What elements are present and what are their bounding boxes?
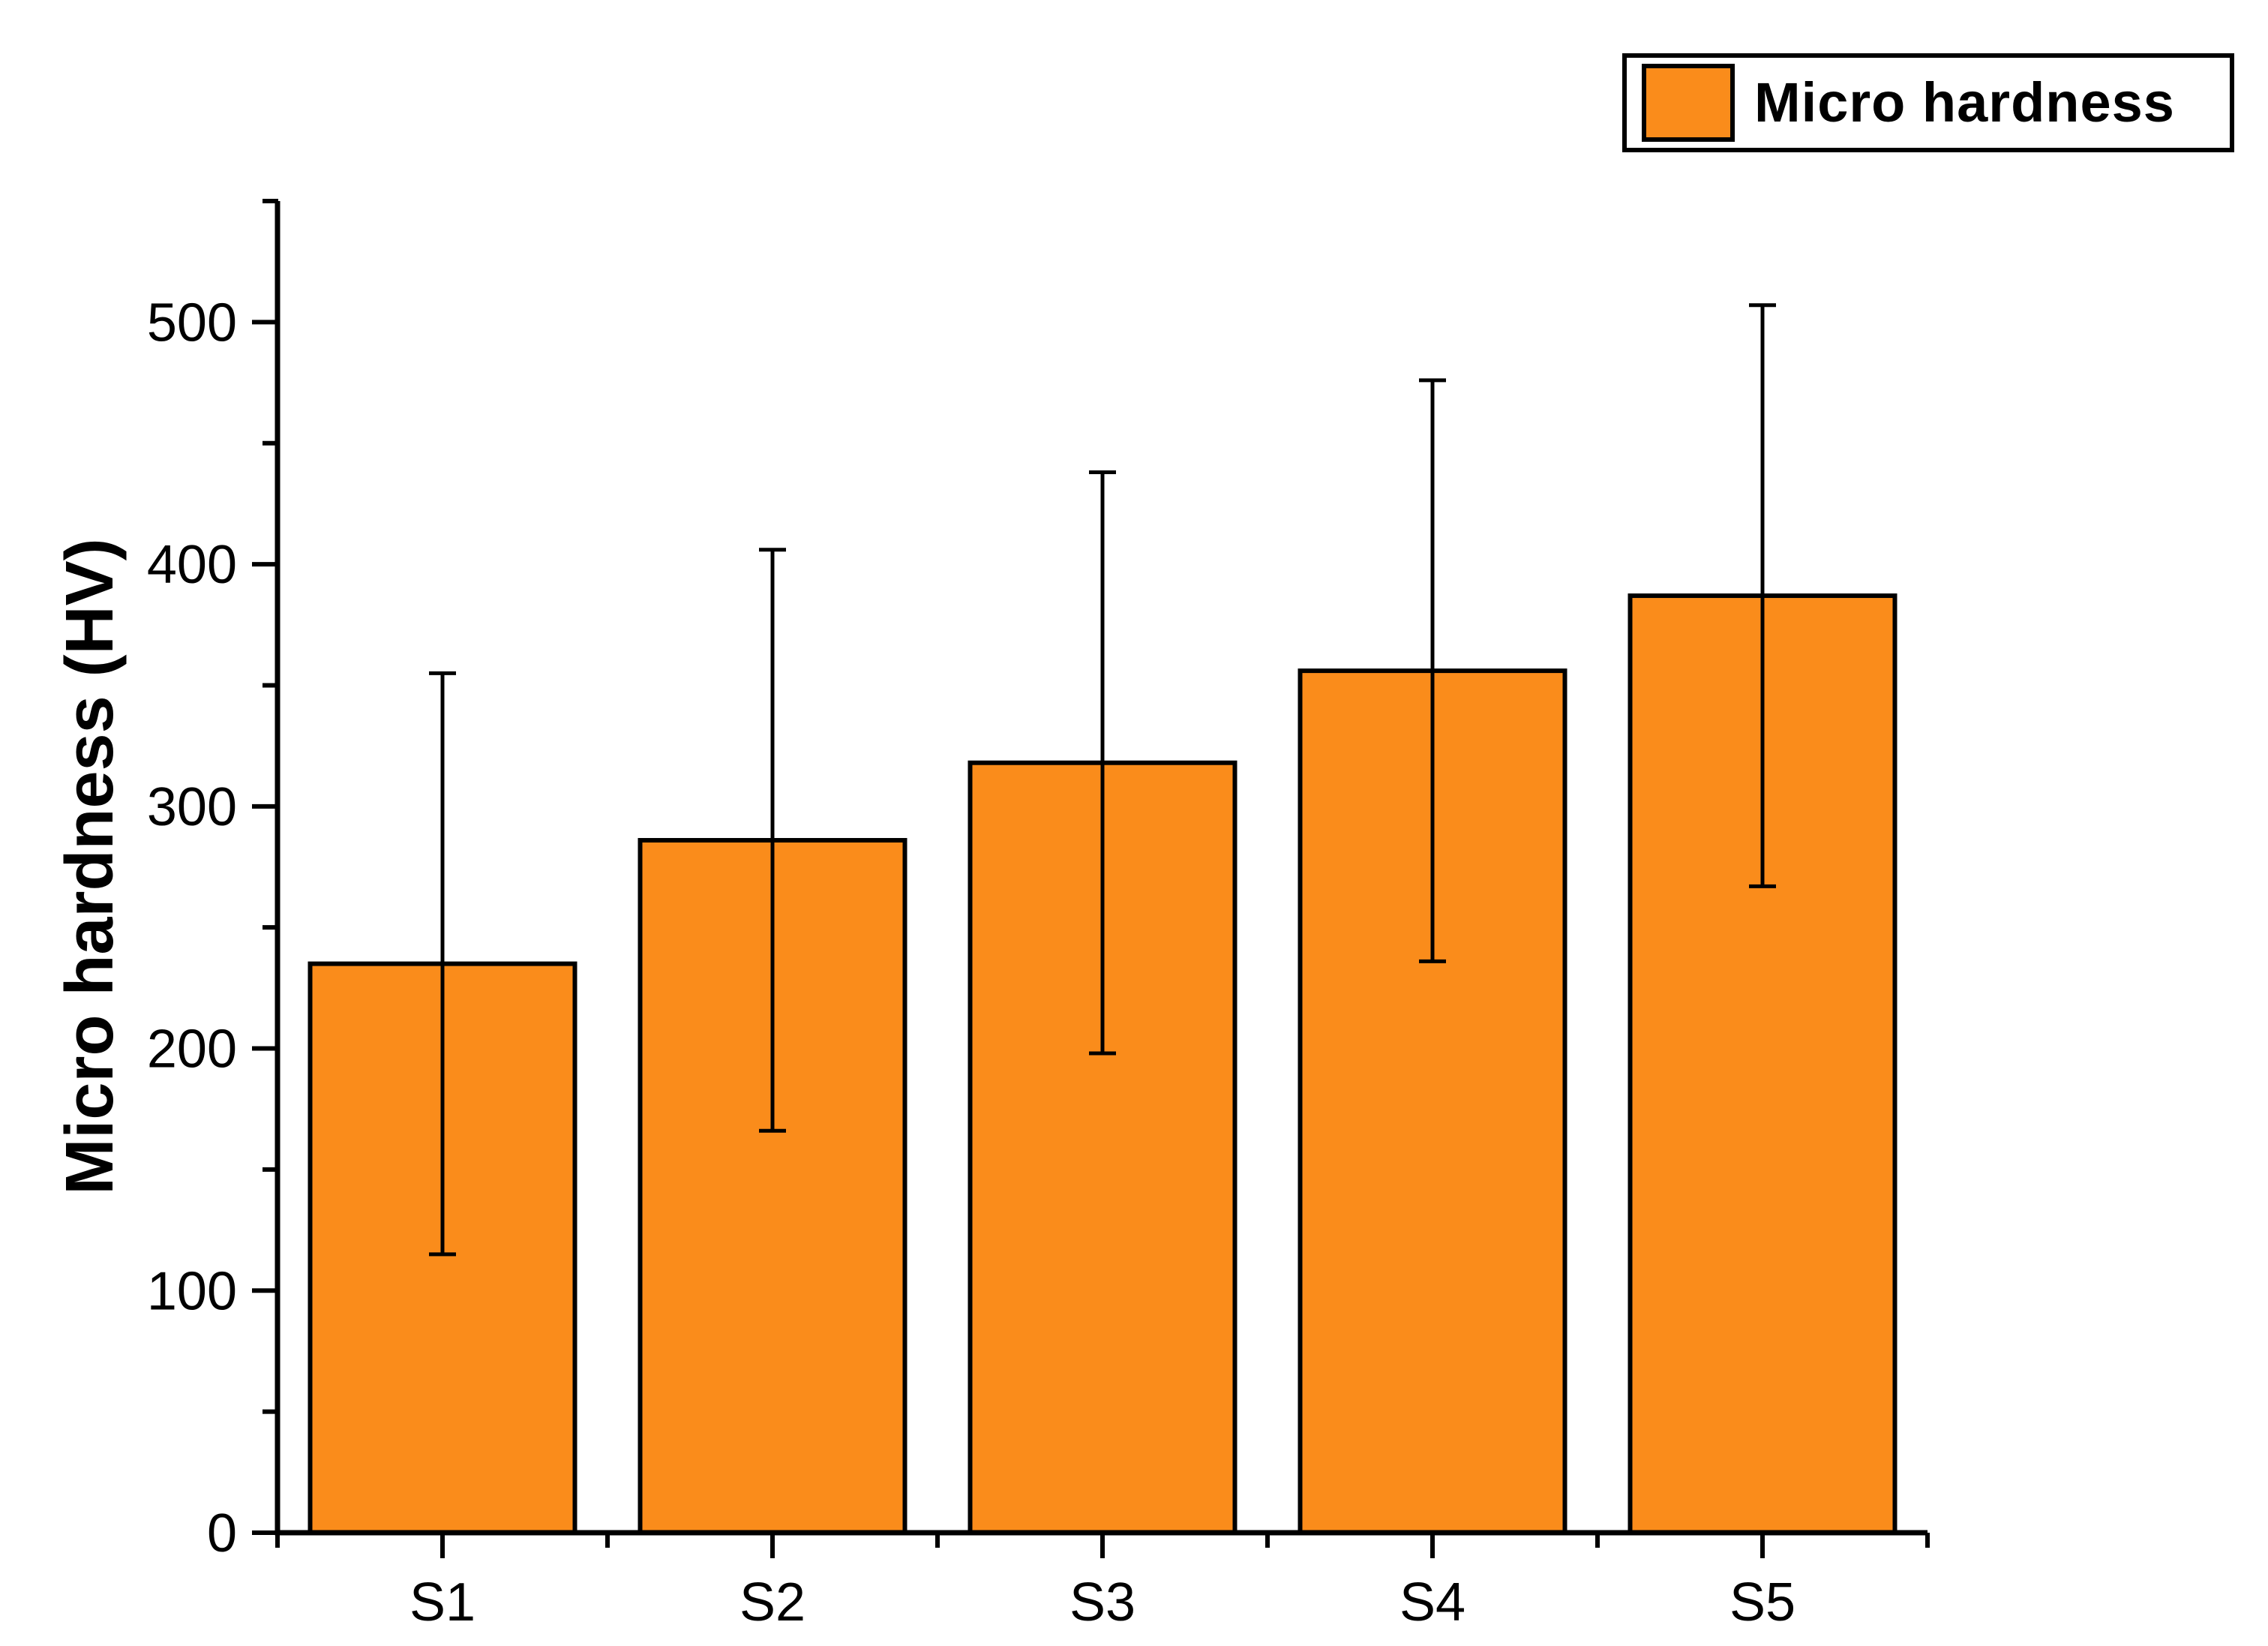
x-tick-label-S1: S1 <box>410 1572 476 1632</box>
y-tick-label-500: 500 <box>147 293 237 353</box>
legend-label-micro-hardness: Micro hardness <box>1754 71 2175 134</box>
x-tick-label-S4: S4 <box>1400 1572 1466 1632</box>
x-tick-label-S5: S5 <box>1730 1572 1796 1632</box>
legend: Micro hardness <box>1622 53 2234 152</box>
x-tick-label-S3: S3 <box>1070 1572 1136 1632</box>
x-tick-label-S2: S2 <box>740 1572 806 1632</box>
y-tick-label-300: 300 <box>147 777 237 837</box>
y-tick-label-0: 0 <box>207 1503 237 1563</box>
y-tick-label-100: 100 <box>147 1261 237 1321</box>
y-axis-title: Micro hardness (HV) <box>52 538 128 1194</box>
y-tick-label-400: 400 <box>147 535 237 595</box>
y-tick-label-200: 200 <box>147 1020 237 1080</box>
plot-area: 0 100 200 300 400 500 S1 S2 S3 S4 S5 <box>147 199 1930 1632</box>
legend-swatch-micro-hardness <box>1642 64 1735 142</box>
